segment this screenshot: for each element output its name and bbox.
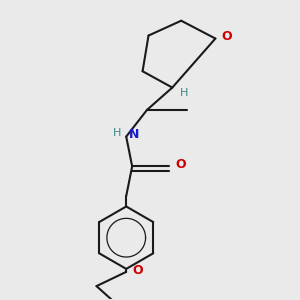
Text: O: O — [175, 158, 186, 171]
Text: O: O — [132, 264, 143, 277]
Text: H: H — [112, 128, 121, 138]
Text: H: H — [179, 88, 188, 98]
Text: O: O — [221, 30, 232, 43]
Text: N: N — [129, 128, 140, 141]
